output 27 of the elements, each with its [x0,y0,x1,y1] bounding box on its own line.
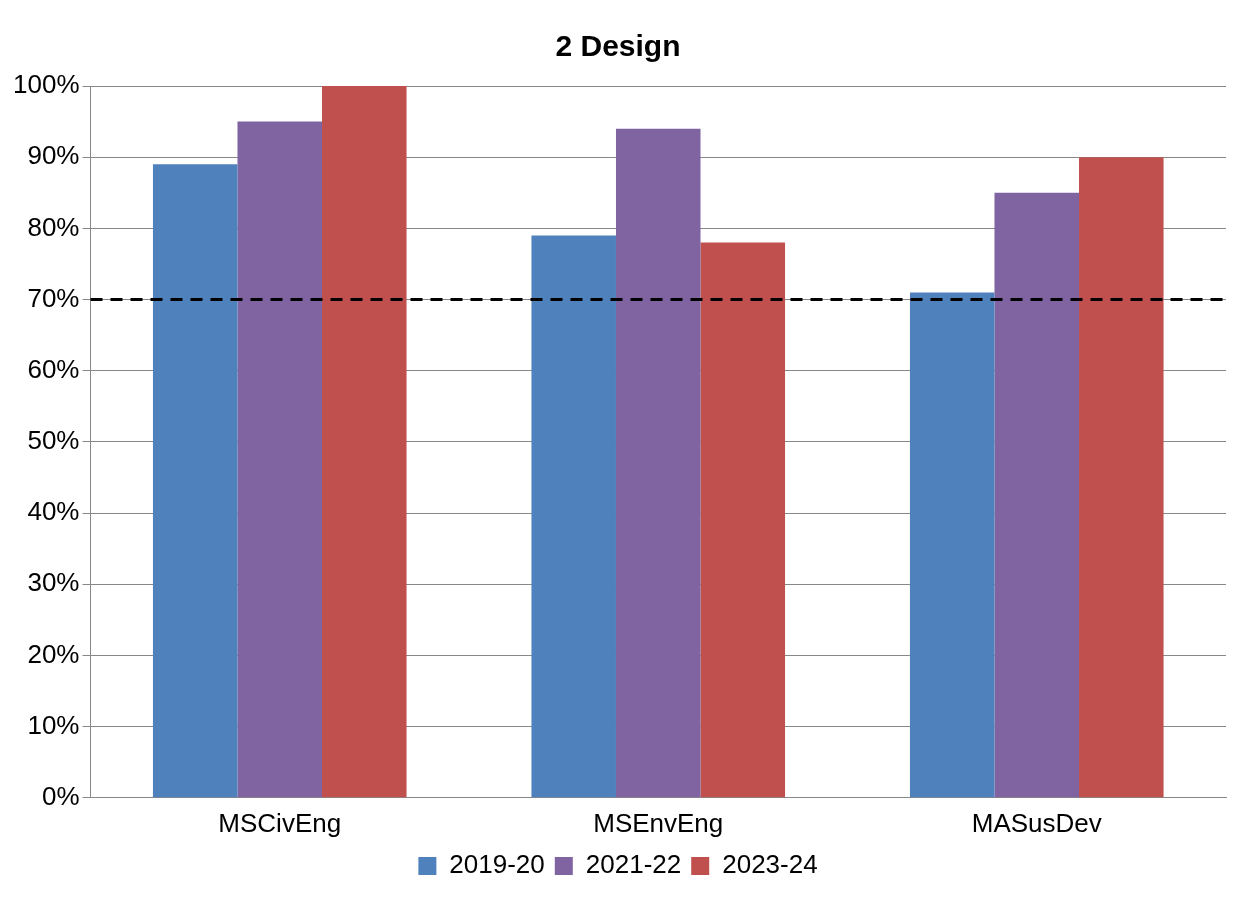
y-tick-label: 90% [27,140,80,171]
x-tick-label: MASusDev [971,807,1102,838]
bar [700,242,786,798]
y-tick-label: 70% [27,282,80,313]
bar [531,235,616,798]
y-tick-label: 100% [13,69,80,100]
x-tick-label: MSCivEng [218,807,342,838]
bar [152,164,238,798]
legend-label: 2019-20 [449,849,545,880]
y-tick-label: 60% [27,353,80,384]
y-tick-label: 20% [27,638,80,669]
y-tick-label: 80% [27,211,80,242]
y-tick-label: 50% [27,425,80,456]
bar [237,121,323,798]
chart-title: 2 Design [555,29,681,63]
bar [615,128,701,798]
y-tick-label: 30% [27,567,80,598]
legend-label: 2021-22 [585,849,682,880]
y-tick-label: 10% [27,709,80,740]
bar [909,292,995,798]
x-tick-label: MSEnvEng [593,807,724,838]
y-tick-label: 0% [41,780,80,811]
bar [994,192,1080,798]
bar [1079,157,1164,798]
legend-label: 2023-24 [722,849,818,880]
bar [322,86,407,798]
y-tick-label: 40% [27,496,80,527]
